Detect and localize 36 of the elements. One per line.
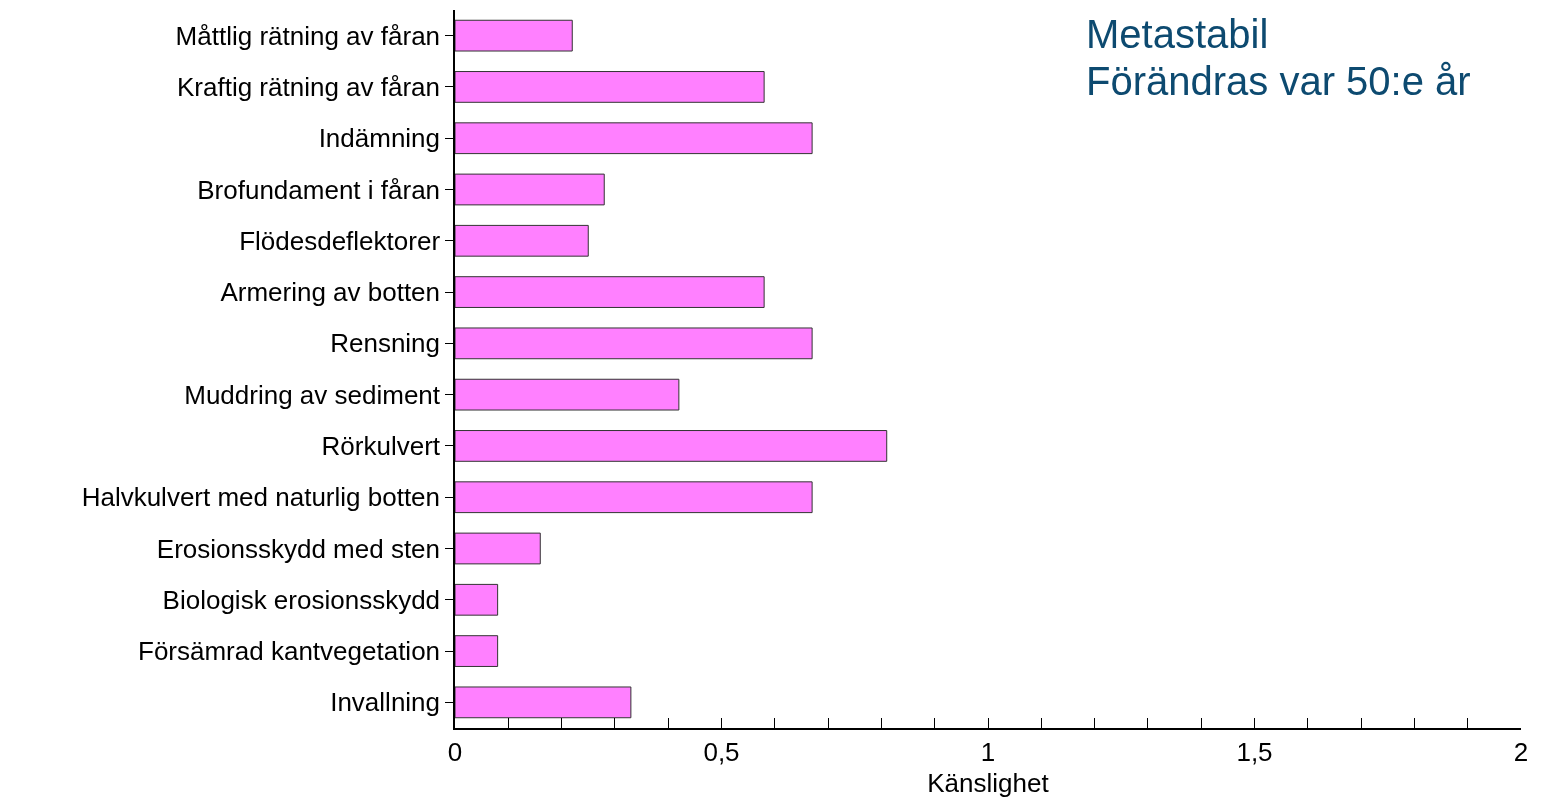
x-tick-label: 1 bbox=[980, 736, 996, 767]
y-tick-label: Indämning bbox=[318, 123, 441, 154]
y-tick-label: Flödesdeflektorer bbox=[239, 225, 441, 256]
y-tick-label: Rörkulvert bbox=[321, 431, 441, 462]
y-tick-label: Kraftig rätning av fåran bbox=[177, 72, 441, 103]
y-tick-label: Erosionsskydd med sten bbox=[156, 533, 441, 564]
x-tick-label: 0 bbox=[447, 736, 463, 767]
x-tick-label: 0,5 bbox=[703, 736, 740, 767]
y-tick-label: Biologisk erosionsskydd bbox=[162, 584, 441, 615]
y-tick-label: Försämrad kantvegetation bbox=[138, 636, 441, 667]
bar bbox=[455, 327, 813, 360]
x-tick-label: 1,5 bbox=[1236, 736, 1273, 767]
bar bbox=[455, 173, 605, 206]
annotation: Metastabil bbox=[1086, 12, 1269, 56]
y-tick-label: Brofundament i fåran bbox=[197, 174, 441, 205]
bar bbox=[455, 481, 813, 514]
bar bbox=[455, 583, 499, 616]
bar bbox=[455, 686, 632, 719]
bar bbox=[455, 19, 573, 52]
bar bbox=[455, 378, 680, 411]
bar bbox=[455, 224, 589, 257]
bar bbox=[455, 635, 499, 667]
bar bbox=[455, 71, 765, 103]
bar bbox=[455, 276, 765, 308]
bar bbox=[455, 430, 888, 462]
y-tick-label: Halvkulvert med naturlig botten bbox=[81, 482, 441, 513]
y-tick-label: Armering av botten bbox=[220, 277, 441, 308]
bar bbox=[455, 532, 541, 565]
y-tick-label: Rensning bbox=[330, 328, 441, 359]
y-tick-label: Måttlig rätning av fåran bbox=[175, 20, 441, 51]
x-axis-title: Känslighet bbox=[927, 768, 1050, 799]
bar bbox=[455, 122, 813, 155]
annotation: Förändras var 50:e år bbox=[1086, 59, 1471, 103]
y-tick-label: Invallning bbox=[330, 687, 441, 718]
x-tick-label: 2 bbox=[1513, 736, 1529, 767]
y-tick-label: Muddring av sediment bbox=[184, 379, 441, 410]
